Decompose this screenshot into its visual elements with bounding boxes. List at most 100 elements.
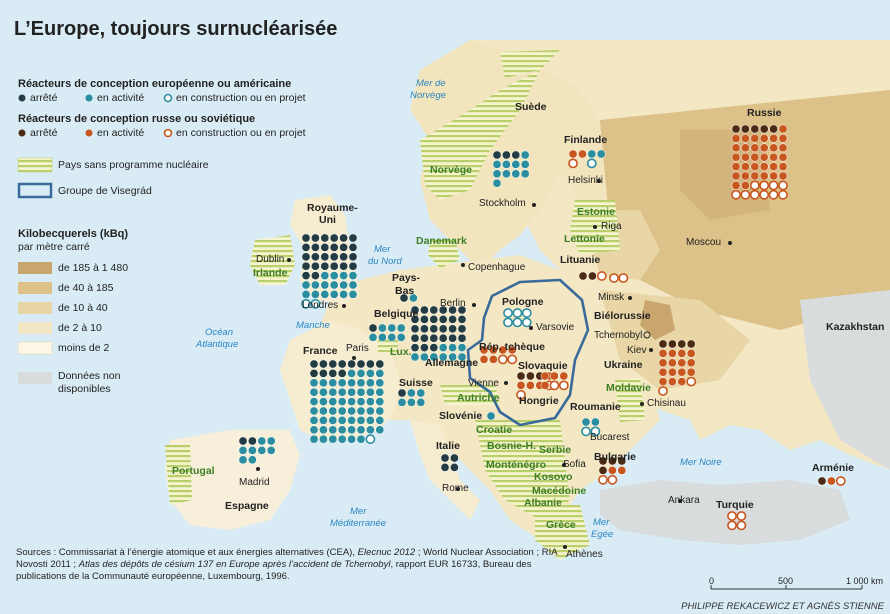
reactor-mark-active [396, 323, 406, 333]
label-suede: Suède [515, 101, 547, 113]
reactor-mark-stopped [429, 324, 439, 334]
reactor-mark-stopped [420, 333, 429, 343]
reactor-mark-active [356, 387, 366, 397]
reactor-mark-construction [759, 180, 770, 191]
legend-ru-stopped-label: arrêté [30, 127, 58, 139]
hatch-norway [420, 70, 540, 200]
label-moscou: Moscou [686, 237, 722, 248]
reactor-mark-stopped [301, 233, 311, 243]
reactor-mark-active [266, 446, 276, 455]
reactor-mark-active [668, 377, 677, 386]
reactor-mark-construction [736, 520, 747, 531]
sources-note: Sources : Commissariat à l’énergie atomi… [16, 547, 571, 583]
label-vienne: Vienne [468, 378, 499, 389]
reactor-cluster-su-de-ew [492, 150, 530, 188]
reactor-mark-active [248, 446, 257, 455]
reactor-mark-stopped [329, 243, 339, 252]
reactor-mark-active [778, 171, 788, 181]
legend-ew-heading: Réacteurs de conception européenne ou am… [18, 78, 292, 90]
label-belgique: Belgique [374, 308, 419, 320]
reactor-mark-construction [740, 189, 751, 200]
reactor-mark-active [457, 343, 467, 352]
reactor-mark-construction [365, 434, 376, 445]
reactor-mark-active [741, 162, 750, 171]
label-finlande: Finlande [564, 134, 608, 146]
legend-ew-stopped-dot [18, 94, 26, 102]
label-lituanie: Lituanie [560, 254, 601, 266]
reactor-mark-construction [596, 271, 607, 281]
sea-noire: Mer Noire [680, 457, 722, 468]
reactor-mark-stopped [438, 324, 448, 334]
legend-kbq-swatch-2 [18, 282, 52, 294]
label-moldavie: Moldavie [606, 382, 651, 394]
reactor-mark-active [347, 406, 356, 416]
legend-kbq-label-5: moins de 2 [58, 342, 110, 354]
reactor-mark-construction [607, 474, 618, 485]
legend-ru-construction-dot [163, 128, 173, 138]
hatch-luxembourg [378, 340, 398, 352]
reactor-mark-active [309, 425, 319, 435]
reactor-mark-stopped [420, 315, 429, 324]
reactor-mark-construction [503, 308, 513, 318]
label-turquie: Turquie [716, 499, 754, 511]
reactor-mark-active [329, 280, 339, 290]
land-iberia [165, 430, 300, 530]
hatch-ireland [250, 235, 295, 285]
label-berlin: Berlin [440, 298, 466, 309]
city-dot-madrid [256, 467, 260, 471]
reactor-mark-stopped [348, 252, 358, 262]
reactor-mark-stopped [309, 369, 319, 378]
reactor-mark-construction [749, 189, 760, 200]
city-dot-athenes [563, 545, 567, 549]
reactor-mark-stopped [311, 243, 320, 252]
reactor-cluster-royaume-uni-ew [301, 233, 358, 309]
hatch-denmark [428, 238, 460, 268]
label-autriche: Autriche [457, 392, 500, 404]
reactor-mark-active [778, 134, 788, 143]
reactor-mark-active [769, 152, 778, 162]
reactor-mark-active [320, 271, 330, 280]
reactor-cluster-belgique-ew [368, 323, 406, 342]
reactor-cluster-biélorussie-ru [609, 273, 629, 283]
reactor-mark-active [416, 388, 426, 398]
city-dot-paris [352, 356, 356, 360]
reactor-mark-active [668, 349, 677, 358]
label-bielorussie: Biélorussie [594, 310, 651, 322]
label-pays-bas-1: Pays- [392, 272, 421, 284]
label-albanie: Albanie [524, 497, 562, 509]
reactor-mark-active [356, 369, 366, 378]
reactor-mark-active [375, 387, 385, 397]
reactor-mark-active [348, 290, 358, 299]
label-rome: Rome [442, 483, 469, 494]
scale-bar [710, 585, 863, 590]
reactor-mark-active [686, 349, 696, 358]
reactor-mark-active [339, 280, 348, 290]
reactor-mark-stopped [410, 315, 420, 324]
city-dot-sofia [562, 463, 566, 467]
reactor-mark-stopped [339, 243, 348, 252]
reactor-cluster-slovénie-ew [486, 411, 496, 421]
reactor-mark-active [559, 371, 569, 381]
reactor-mark-stopped [320, 233, 330, 243]
reactor-mark-active [396, 333, 406, 342]
reactor-mark-stopped [440, 453, 450, 463]
label-italie: Italie [436, 440, 460, 452]
reactor-mark-stopped [448, 305, 457, 315]
reactor-mark-active [587, 149, 597, 159]
reactor-mark-stopped [759, 124, 769, 134]
city-dot-rome [456, 487, 460, 491]
reactor-mark-active [668, 367, 677, 377]
reactor-mark-construction [731, 189, 741, 200]
reactor-mark-stopped [608, 456, 617, 466]
scale-label-500: 500 [778, 576, 794, 586]
reactor-mark-stopped [366, 359, 375, 369]
legend-ru-active-dot [85, 129, 93, 137]
reactor-mark-active [581, 417, 591, 427]
reactor-mark-active [448, 352, 457, 362]
reactor-mark-stopped [429, 315, 439, 324]
reactor-mark-active [407, 388, 416, 398]
reactor-mark-active [368, 333, 378, 342]
reactor-mark-active [387, 323, 397, 333]
reactor-mark-active [668, 358, 677, 368]
legend-ru-active-label: en activité [97, 127, 145, 139]
